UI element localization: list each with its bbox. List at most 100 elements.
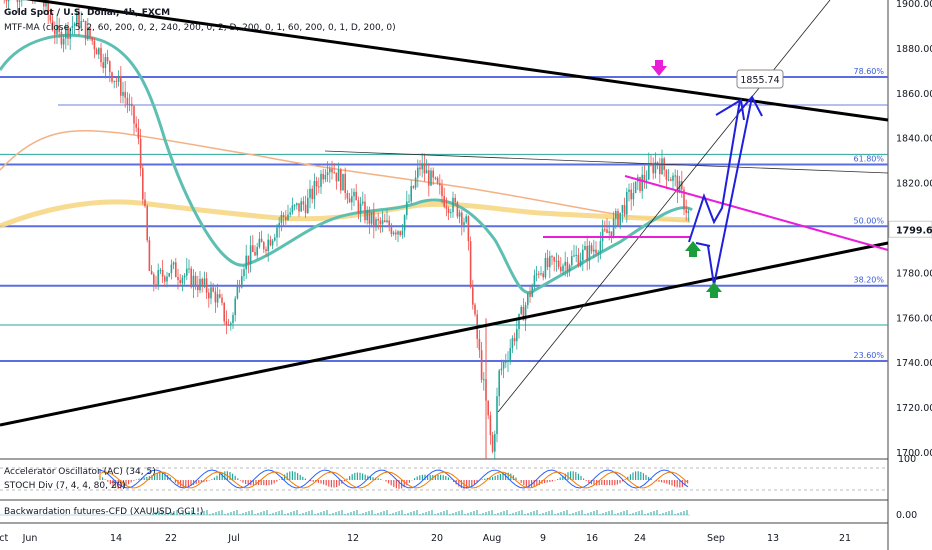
candle-body	[573, 255, 575, 257]
candle-body	[175, 262, 177, 278]
candle-body	[557, 260, 560, 267]
candle-body	[491, 435, 494, 452]
candle-body	[496, 396, 498, 434]
candle-body	[606, 229, 608, 233]
candle-body	[509, 348, 511, 360]
candle-body	[113, 80, 115, 82]
fib-level-label: 78.60%	[853, 67, 884, 76]
candle-body	[133, 106, 135, 124]
candle-body	[505, 361, 507, 363]
candle-body	[463, 222, 465, 225]
panel-separators	[0, 0, 889, 550]
candle-body	[384, 220, 386, 223]
candle-body	[302, 201, 305, 205]
candle-body	[626, 191, 628, 215]
candle-body	[516, 329, 518, 342]
price-tick-label: 1780.00	[896, 268, 932, 279]
candle-body	[667, 179, 670, 181]
candle-body	[359, 203, 362, 214]
candle-body	[337, 169, 340, 182]
candle-body	[225, 321, 228, 325]
price-tick-label: 1760.00	[896, 313, 932, 324]
candle-body	[370, 212, 373, 224]
candle-body	[542, 273, 544, 278]
candle-body	[186, 268, 188, 276]
candle-body	[588, 245, 591, 261]
candle-body	[269, 239, 272, 246]
cfd-label[interactable]: Backwardation futures-CFD (XAUUSD, GC1!)	[4, 507, 204, 517]
candle-body	[232, 314, 234, 324]
candle-body	[654, 162, 657, 174]
price-tick-label: 1880.00	[896, 44, 932, 55]
indicator-legend[interactable]: MTF-MA (close, 5, 2, 60, 200, 0, 2, 240,…	[4, 23, 396, 33]
magenta-trendline	[624, 175, 889, 251]
candle-body	[645, 179, 648, 181]
candle-body	[615, 211, 617, 219]
candle-body	[639, 177, 641, 192]
candle-body	[320, 173, 322, 187]
candle-body	[109, 61, 111, 73]
time-tick-label: 9	[540, 533, 546, 544]
candle-body	[128, 103, 131, 106]
candle-body	[579, 260, 582, 266]
drawings[interactable]: 1855.74	[0, 0, 889, 427]
candle-body	[199, 278, 201, 291]
candle-body	[346, 192, 349, 199]
candle-body	[571, 256, 573, 266]
candle-body	[227, 324, 230, 326]
candle-body	[71, 25, 74, 29]
candle-body	[577, 254, 580, 266]
candle-body	[84, 20, 87, 40]
candle-body	[190, 268, 192, 288]
candle-body	[656, 162, 659, 165]
candle-body	[236, 285, 239, 299]
candle-body	[142, 168, 144, 200]
candle-body	[324, 174, 327, 180]
candle-body	[395, 232, 397, 235]
candle-body	[564, 261, 566, 266]
candle-body	[590, 245, 593, 252]
candle-body	[432, 170, 434, 178]
candle-body	[414, 177, 417, 188]
osc-label-stoch[interactable]: STOCH Div (7, 4, 4, 80, 20)	[4, 481, 126, 491]
candle-body	[333, 172, 335, 174]
candle-body	[223, 302, 225, 322]
candle-body	[375, 219, 377, 228]
candle-body	[271, 240, 274, 246]
candle-body	[159, 270, 162, 272]
osc-label-ac[interactable]: Accelerator Oscillator (AC) (34, 5)	[4, 467, 156, 477]
candle-body	[18, 0, 21, 2]
candle-body	[357, 200, 360, 214]
time-tick-label: 21	[839, 533, 851, 544]
candle-body	[164, 276, 166, 282]
candle-body	[172, 262, 175, 265]
candle-body	[98, 48, 100, 55]
candle-body	[538, 273, 540, 275]
candle-body	[5, 0, 8, 2]
candle-body	[82, 20, 85, 22]
candle-body	[282, 214, 285, 218]
candle-body	[76, 12, 78, 24]
candle-body	[527, 293, 529, 306]
candle-body	[511, 338, 514, 349]
candle-body	[168, 273, 170, 277]
candle-body	[447, 208, 450, 214]
candle-body	[157, 270, 159, 286]
price-tick-label: 1900.00	[896, 0, 932, 10]
candle-body	[120, 76, 122, 96]
candle-body	[392, 232, 395, 235]
candle-body	[43, 0, 45, 7]
candle-body	[458, 212, 461, 217]
candle-body	[322, 173, 324, 180]
price-axis[interactable]: 1900.001880.001860.001840.001820.001800.…	[888, 0, 932, 459]
candle-body	[124, 91, 126, 98]
candle-body	[388, 220, 390, 228]
candle-body	[353, 191, 355, 197]
candle-body	[652, 164, 654, 174]
candle-body	[318, 186, 320, 188]
time-axis[interactable]: Jun 14 22 Jul 12 20 Aug 9 16 24 Sep 13 21 Oct	[0, 533, 851, 544]
candle-body	[480, 350, 483, 380]
candle-body	[566, 261, 569, 272]
chart-title[interactable]: Gold Spot / U.S. Dollar, 4h, FXCM	[4, 8, 171, 18]
